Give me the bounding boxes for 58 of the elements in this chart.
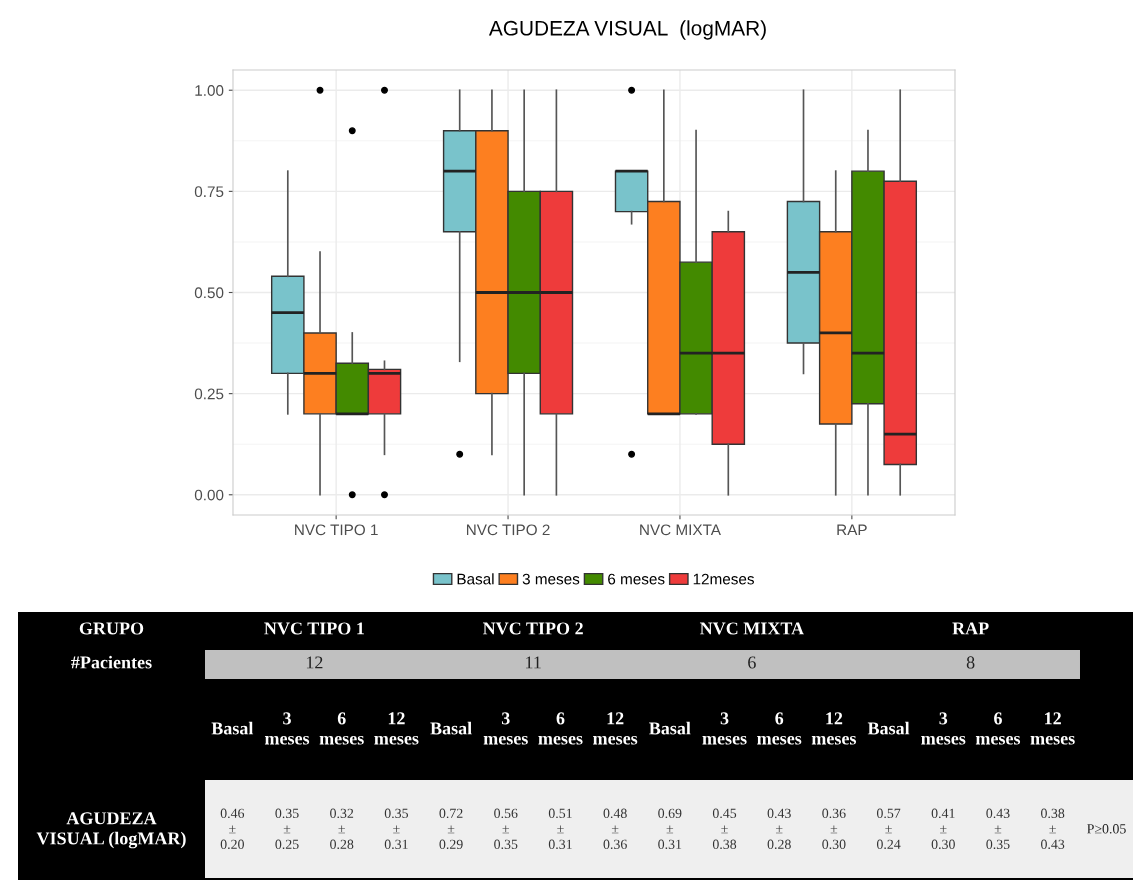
- text: NVC TIPO 2: [482, 622, 583, 635]
- text: 12: [306, 656, 323, 669]
- text: 0.38 ± 0.43: [1041, 808, 1065, 850]
- text: RAP: [952, 622, 989, 635]
- x-tick-label: NVC MIXTA: [640, 524, 721, 536]
- text: 8: [966, 656, 975, 669]
- text: 3 meses: [702, 712, 747, 745]
- x-tick-label: NVC TIPO 2: [466, 524, 550, 536]
- text: Basal: [211, 721, 254, 735]
- text: AGUDEZA VISUAL (logMAR): [36, 812, 186, 849]
- x-tick-label: RAP: [837, 524, 867, 536]
- text: 3 meses: [921, 712, 966, 745]
- text: 0.43 ± 0.28: [767, 808, 791, 850]
- text: NVC TIPO 1: [264, 622, 364, 635]
- text: NVC MIXTA: [699, 622, 804, 635]
- text: 0.57 ± 0.24: [876, 808, 901, 850]
- text: GRUPO: [79, 622, 144, 635]
- text: 12 meses: [811, 712, 857, 745]
- y-tick-label: 1.00: [195, 85, 224, 96]
- text: 6 meses: [975, 712, 1021, 745]
- text: 0.41 ± 0.30: [931, 808, 955, 850]
- y-tick-label: 0.00: [194, 489, 224, 501]
- legend-label: 3 meses: [522, 573, 580, 585]
- text: P≥0.05: [1087, 824, 1126, 834]
- text: 11: [526, 656, 541, 669]
- text: 12 meses: [1030, 712, 1075, 745]
- text: 6: [748, 656, 756, 669]
- x-tick-label: NVC TIPO 1: [295, 524, 378, 536]
- legend-label: Basal: [457, 573, 494, 585]
- text: 3 meses: [483, 712, 528, 745]
- text: 0.69 ± 0.31: [658, 808, 682, 850]
- text: 0.46 ± 0.20: [220, 808, 245, 850]
- legend-label: 6 meses: [608, 573, 665, 585]
- chart-title: AGUDEZA VISUAL (logMAR): [488, 20, 766, 40]
- text: 12 meses: [593, 712, 638, 745]
- y-tick-label: 0.75: [194, 186, 224, 198]
- text: 0.72 ± 0.29: [439, 808, 463, 850]
- text: 0.43 ± 0.35: [986, 808, 1010, 850]
- text: 0.48 ± 0.36: [603, 808, 627, 850]
- text: 0.35 ± 0.25: [275, 808, 299, 850]
- text: 0.36 ± 0.30: [822, 808, 846, 850]
- text: 3 meses: [264, 712, 310, 745]
- text: 0.45 ± 0.38: [712, 808, 737, 850]
- text: 0.32 ± 0.28: [330, 808, 354, 850]
- text: Basal: [649, 721, 691, 735]
- legend-label: 12meses: [693, 573, 754, 585]
- text: 0.51 ± 0.31: [548, 808, 572, 850]
- text: 0.56 ± 0.35: [494, 808, 518, 850]
- text: 12 meses: [374, 712, 419, 745]
- text: 0.35 ± 0.31: [384, 808, 409, 850]
- y-tick-label: 0.25: [194, 388, 224, 400]
- y-tick-label: 0.50: [194, 287, 224, 299]
- text: Basal: [867, 721, 910, 735]
- text: 6 meses: [538, 712, 583, 745]
- text: 6 meses: [319, 712, 364, 745]
- text: #Pacientes: [71, 655, 152, 669]
- text: Basal: [430, 721, 472, 735]
- text: 6 meses: [757, 712, 802, 745]
